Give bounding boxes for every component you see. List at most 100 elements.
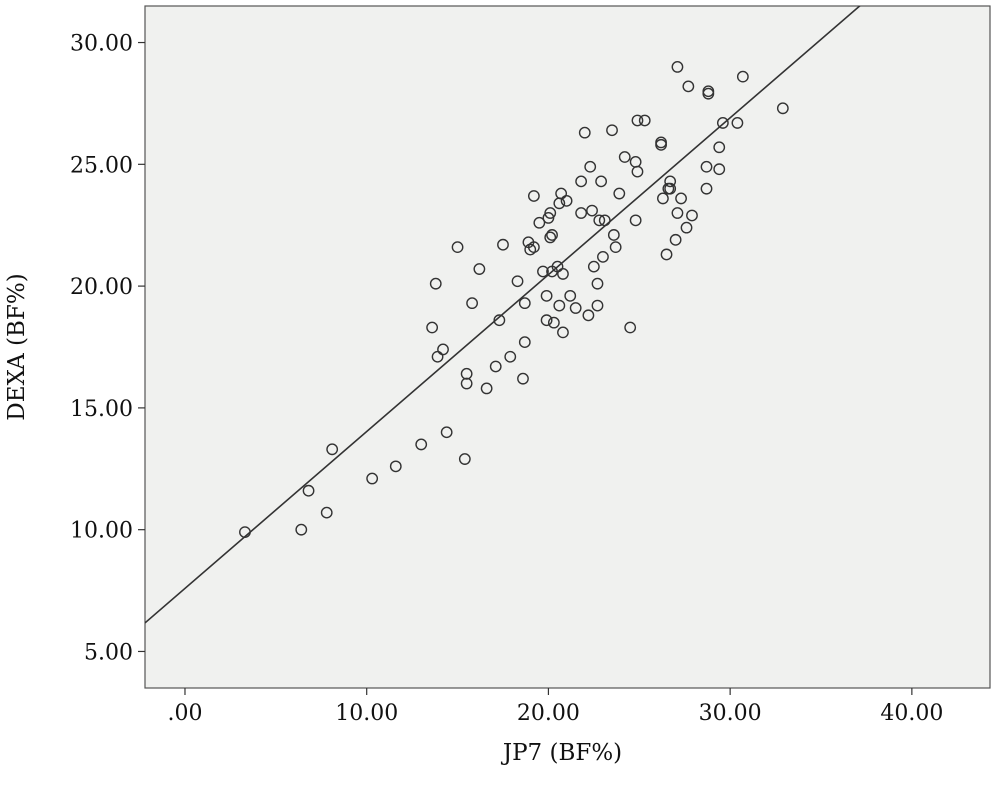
y-tick-label: 15.00 <box>70 397 133 422</box>
data-point <box>655 136 667 149</box>
data-point <box>607 229 620 241</box>
data-point <box>609 241 622 254</box>
data-point <box>582 309 595 322</box>
data-point <box>544 231 557 244</box>
data-point <box>595 175 608 188</box>
data-point <box>518 336 531 349</box>
data-point <box>593 214 606 227</box>
data-point <box>671 60 684 73</box>
data-point <box>239 526 251 539</box>
data-point <box>575 175 588 188</box>
y-tick-label: 5.00 <box>84 640 133 665</box>
data-point <box>587 260 600 273</box>
data-point <box>426 321 439 334</box>
data-point <box>669 233 682 246</box>
data-point <box>547 316 560 329</box>
data-point <box>493 314 506 327</box>
data-point <box>702 85 715 98</box>
data-point <box>451 241 464 254</box>
fit-line <box>145 6 861 624</box>
data-point <box>731 117 744 129</box>
x-axis-title: JP7 (BF%) <box>501 740 622 766</box>
data-point <box>682 80 695 93</box>
x-tick-label: 40.00 <box>880 701 943 726</box>
data-point <box>429 277 442 290</box>
data-point <box>504 350 517 363</box>
data-point <box>591 299 604 312</box>
data-point <box>527 241 540 254</box>
data-point <box>517 372 529 385</box>
y-axis-title: DEXA (BF%) <box>4 273 30 420</box>
data-point <box>511 275 524 288</box>
data-point <box>713 163 726 176</box>
y-tick-label: 25.00 <box>70 153 133 178</box>
data-point <box>638 114 651 127</box>
data-point <box>320 506 333 519</box>
data-point <box>713 141 726 154</box>
data-point <box>537 265 549 278</box>
data-point <box>629 214 642 227</box>
data-point <box>569 302 582 314</box>
data-point <box>584 160 597 173</box>
points-layer <box>239 60 789 539</box>
data-point <box>295 523 308 536</box>
data-point <box>540 314 553 327</box>
x-tick-label: 30.00 <box>699 701 762 726</box>
data-point <box>564 289 577 302</box>
axes-layer: .00 10.00 20.00 30.00 40.00 5.00 10.00 15.00 20.… <box>70 32 943 726</box>
data-point <box>660 248 673 261</box>
data-point <box>598 214 611 227</box>
data-point <box>460 377 473 390</box>
data-point <box>553 299 566 312</box>
data-point <box>700 182 713 195</box>
data-point <box>618 151 631 163</box>
data-point <box>664 175 677 188</box>
x-tick-label: .00 <box>167 701 202 726</box>
data-point <box>671 207 684 219</box>
data-point <box>302 484 315 497</box>
data-point <box>489 360 502 373</box>
data-point <box>675 192 687 205</box>
data-point <box>533 216 546 229</box>
data-point <box>560 194 573 207</box>
x-tick-label: 20.00 <box>517 701 580 726</box>
data-point <box>716 117 729 129</box>
data-point <box>680 221 693 234</box>
data-point <box>480 382 493 395</box>
data-point <box>415 438 428 451</box>
data-point <box>326 443 339 456</box>
data-point <box>557 268 569 280</box>
data-point <box>700 160 713 173</box>
data-point <box>624 321 637 334</box>
data-point <box>544 207 557 219</box>
y-tick-label: 20.00 <box>70 275 133 300</box>
data-point <box>606 124 618 137</box>
data-point <box>540 289 553 302</box>
data-point <box>664 182 677 195</box>
data-point <box>597 250 609 263</box>
y-tick-label: 10.00 <box>70 519 133 544</box>
data-point <box>458 453 471 465</box>
data-point <box>657 192 669 205</box>
data-point <box>557 326 569 339</box>
data-point <box>546 229 558 241</box>
y-tick-label: 30.00 <box>70 32 133 57</box>
data-point <box>440 426 453 439</box>
fit-line-layer <box>145 6 861 624</box>
data-point <box>437 343 449 356</box>
data-point <box>736 70 749 83</box>
data-point <box>591 277 604 290</box>
data-point <box>631 114 644 127</box>
data-point <box>578 126 591 139</box>
data-point <box>776 102 789 115</box>
data-point <box>613 187 626 200</box>
data-point <box>518 297 531 310</box>
data-point <box>497 238 509 251</box>
data-point <box>686 209 698 222</box>
data-point <box>473 263 486 275</box>
x-tick-label: 10.00 <box>335 701 398 726</box>
data-point <box>631 165 644 178</box>
data-point <box>389 460 402 473</box>
data-point <box>366 472 379 485</box>
